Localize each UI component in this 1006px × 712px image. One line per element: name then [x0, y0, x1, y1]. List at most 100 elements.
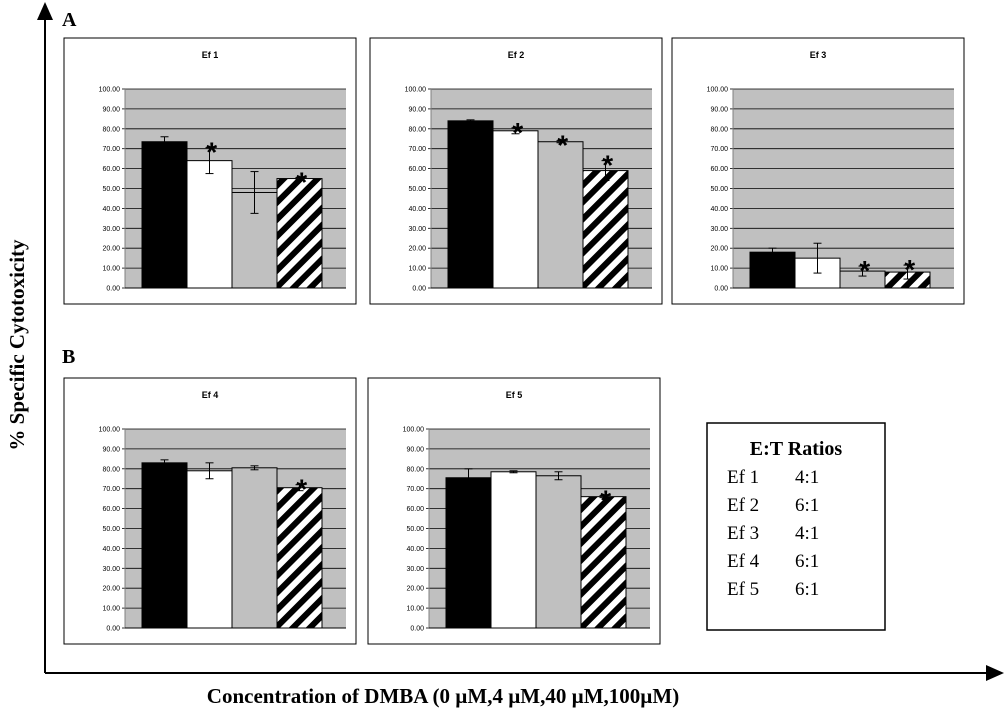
y-tick-label: 0.00: [412, 286, 426, 293]
significance-asterisk: *: [600, 485, 611, 516]
significance-asterisk: *: [602, 150, 613, 181]
chart-panel: Ef 5 0.00 10.00 20.00 30.00 40.00 50.00 60.00 70…: [368, 378, 660, 644]
significance-asterisk: *: [296, 474, 307, 505]
y-tick-label: 10.00: [102, 266, 120, 273]
y-tick-label: 60.00: [102, 166, 120, 173]
chart-title: Ef 5: [506, 390, 523, 400]
legend-effector: Ef 2: [727, 495, 759, 516]
y-tick-label: 70.00: [102, 486, 120, 493]
panel-letter-b: B: [62, 346, 75, 368]
y-tick-label: 0.00: [106, 626, 120, 633]
y-tick-label: 10.00: [710, 266, 728, 273]
y-tick-label: 20.00: [102, 246, 120, 253]
y-tick-label: 90.00: [710, 106, 728, 113]
y-tick-label: 80.00: [102, 126, 120, 133]
y-tick-label: 80.00: [408, 126, 426, 133]
bar: [750, 252, 795, 288]
legend-effector: Ef 1: [727, 467, 759, 488]
main-y-axis-arrowhead: [37, 2, 53, 20]
bar: [536, 476, 581, 628]
legend-effector: Ef 3: [727, 523, 759, 544]
legend-ratio: 4:1: [795, 467, 819, 488]
legend-ratio: 6:1: [795, 579, 819, 600]
significance-asterisk: *: [296, 167, 307, 198]
bar: [142, 463, 187, 628]
chart-panel: Ef 3 0.00 10.00 20.00 30.00 40.00 50.00 60.00 70…: [672, 38, 964, 304]
y-tick-label: 70.00: [408, 146, 426, 153]
y-tick-label: 90.00: [102, 446, 120, 453]
y-tick-label: 20.00: [408, 246, 426, 253]
y-tick-label: 0.00: [714, 286, 728, 293]
y-tick-label: 10.00: [406, 606, 424, 613]
y-tick-label: 80.00: [406, 466, 424, 473]
y-tick-label: 100.00: [403, 427, 425, 434]
legend-ratio: 6:1: [795, 551, 819, 572]
y-tick-label: 0.00: [106, 286, 120, 293]
y-tick-label: 60.00: [102, 506, 120, 513]
chart-panel: Ef 2 0.00 10.00 20.00 30.00 40.00 50.00 60.00 70…: [370, 38, 662, 304]
y-axis-title: % Specific Cytotoxicity: [5, 239, 29, 451]
bar: [142, 142, 187, 288]
y-tick-label: 50.00: [406, 526, 424, 533]
y-tick-label: 60.00: [710, 166, 728, 173]
bar: [581, 497, 626, 628]
bar: [446, 478, 491, 628]
significance-asterisk: *: [206, 137, 217, 168]
chart-panel: Ef 4 0.00 10.00 20.00 30.00 40.00 50.00 60.00 70…: [64, 378, 356, 644]
significance-asterisk: *: [557, 130, 568, 161]
y-tick-label: 30.00: [408, 226, 426, 233]
y-tick-label: 70.00: [102, 146, 120, 153]
significance-asterisk: *: [859, 255, 870, 286]
x-axis-title: Concentration of DMBA (0 µM,4 µM,40 µM,1…: [207, 684, 679, 708]
chart-title: Ef 1: [202, 50, 219, 60]
significance-asterisk: *: [904, 254, 915, 285]
significance-asterisk: *: [512, 117, 523, 148]
y-tick-label: 80.00: [710, 126, 728, 133]
y-tick-label: 100.00: [99, 427, 121, 434]
y-tick-label: 50.00: [102, 526, 120, 533]
y-tick-label: 50.00: [102, 186, 120, 193]
legend-effector: Ef 4: [727, 551, 760, 572]
bar: [583, 171, 628, 288]
y-tick-label: 40.00: [102, 206, 120, 213]
y-tick-label: 0.00: [410, 626, 424, 633]
bar: [277, 488, 322, 628]
bar: [491, 472, 536, 628]
bar: [232, 468, 277, 628]
y-tick-label: 20.00: [102, 586, 120, 593]
legend-ratio: 6:1: [795, 495, 819, 516]
y-tick-label: 70.00: [710, 146, 728, 153]
main-x-axis-arrowhead: [986, 665, 1004, 681]
bar: [493, 131, 538, 288]
panel-letter-a: A: [62, 9, 77, 31]
y-tick-label: 60.00: [406, 506, 424, 513]
y-tick-label: 30.00: [406, 566, 424, 573]
legend-title: E:T Ratios: [750, 438, 843, 460]
y-tick-label: 30.00: [710, 226, 728, 233]
legend-effector: Ef 5: [727, 579, 759, 600]
bar: [448, 121, 493, 288]
y-tick-label: 70.00: [406, 486, 424, 493]
y-tick-label: 40.00: [710, 206, 728, 213]
y-tick-label: 40.00: [408, 206, 426, 213]
chart-title: Ef 4: [202, 390, 219, 400]
y-tick-label: 100.00: [405, 87, 427, 94]
y-tick-label: 90.00: [102, 106, 120, 113]
y-tick-label: 80.00: [102, 466, 120, 473]
y-tick-label: 50.00: [710, 186, 728, 193]
legend-box: E:T Ratios Ef 1 4:1 Ef 2 6:1 Ef 3 4:1 Ef…: [707, 423, 885, 630]
chart-title: Ef 3: [810, 50, 827, 60]
y-tick-label: 30.00: [102, 566, 120, 573]
y-tick-label: 20.00: [710, 246, 728, 253]
y-tick-label: 40.00: [406, 546, 424, 553]
chart-title: Ef 2: [508, 50, 525, 60]
bar: [538, 142, 583, 288]
y-tick-label: 90.00: [408, 106, 426, 113]
y-tick-label: 10.00: [408, 266, 426, 273]
y-tick-label: 50.00: [408, 186, 426, 193]
bar: [187, 471, 232, 628]
y-tick-label: 40.00: [102, 546, 120, 553]
y-tick-label: 90.00: [406, 446, 424, 453]
y-tick-label: 30.00: [102, 226, 120, 233]
